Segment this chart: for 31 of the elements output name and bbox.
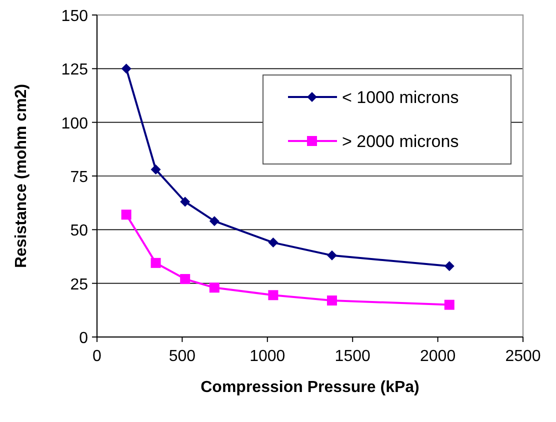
point xyxy=(209,216,220,226)
x-tick-label: 1000 xyxy=(250,348,286,365)
point xyxy=(326,250,337,260)
x-tick-label: 2500 xyxy=(505,348,541,365)
legend-label: > 2000 microns xyxy=(342,132,459,151)
y-tick-label: 125 xyxy=(61,62,88,79)
y-tick-label: 75 xyxy=(70,169,88,186)
y-tick-label: 0 xyxy=(79,330,88,347)
point xyxy=(444,300,454,310)
point xyxy=(444,261,454,272)
y-tick-label: 100 xyxy=(61,115,88,132)
y-tick-label: 150 xyxy=(61,8,88,25)
y-axis-title: Resistance (mohm cm2) xyxy=(13,84,30,268)
point xyxy=(268,290,278,300)
x-tick-label: 0 xyxy=(92,348,102,365)
point xyxy=(121,64,132,74)
x-tick-label: 2000 xyxy=(420,348,456,365)
point xyxy=(150,164,161,175)
point xyxy=(121,210,132,220)
point xyxy=(326,296,337,306)
point xyxy=(268,238,278,248)
legend-label: < 1000 microns xyxy=(342,88,459,107)
y-tick-label: 50 xyxy=(70,222,88,240)
x-tick-label: 500 xyxy=(168,348,196,365)
y-tick-label: 25 xyxy=(70,276,88,294)
point xyxy=(150,258,161,268)
point xyxy=(209,282,220,293)
point xyxy=(180,274,190,284)
point xyxy=(180,196,190,207)
x-tick-label: 1500 xyxy=(334,348,370,365)
x-axis-title: Compression Pressure (kPa) xyxy=(200,379,420,396)
